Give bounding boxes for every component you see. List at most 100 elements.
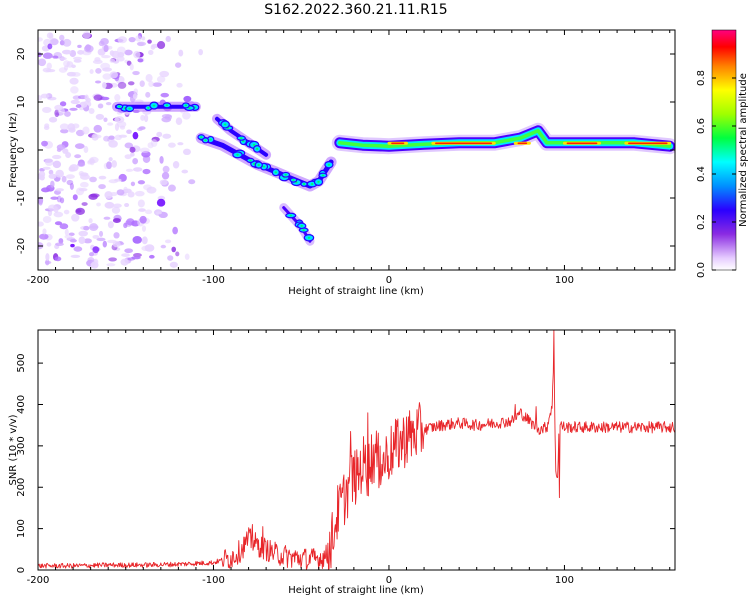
noise-point [145, 209, 153, 215]
snr-xtick-label: -200 [27, 575, 50, 586]
descending-main-blob-core [327, 163, 331, 166]
noise-point [83, 145, 89, 153]
noise-point [155, 211, 162, 215]
noise-point [124, 248, 133, 254]
noise-point [105, 101, 112, 106]
noise-point [87, 257, 95, 263]
snr-ylabel: SNR (10 * v/v) [8, 414, 19, 485]
noise-point [74, 154, 82, 159]
branch-10hz-blob-core [152, 104, 156, 107]
noise-point [148, 49, 154, 56]
noise-point [162, 133, 172, 139]
noise-point [150, 44, 156, 50]
noise-point [144, 114, 149, 123]
snr-xlabel: Height of straight line (km) [288, 585, 424, 596]
noise-point [101, 55, 111, 59]
noise-point [156, 131, 163, 138]
noise-point [182, 148, 191, 156]
noise-point [138, 208, 146, 212]
noise-point [124, 142, 134, 149]
descending-main-blob-core [204, 139, 207, 142]
noise-point [172, 226, 178, 235]
noise-point [125, 218, 135, 226]
noise-point [48, 169, 54, 175]
noise-point [39, 233, 49, 240]
noise-point [152, 82, 162, 87]
noise-point [108, 140, 118, 148]
descending-main-blob-core [209, 138, 212, 141]
snr-ytick-label: 100 [16, 519, 27, 538]
noise-point [103, 117, 108, 123]
noise-point [69, 182, 74, 190]
noise-point [95, 80, 102, 84]
noise-point [54, 109, 60, 118]
noise-point [104, 201, 115, 209]
snr-axes: -200 -100 0 100 0 100 200 300 400 500 [16, 330, 675, 586]
spectrogram-ylabel: Frequency (Hz) [8, 112, 19, 188]
spectrogram-xlabel: Height of straight line (km) [288, 286, 424, 297]
noise-point [92, 134, 102, 139]
noise-point [167, 142, 176, 148]
colorbar-label: Normalized spectral amplitude [738, 73, 749, 227]
noise-point [156, 41, 166, 49]
noise-point [112, 218, 121, 224]
noise-point [58, 238, 64, 244]
lower-branch-blob-core [289, 214, 292, 217]
noise-point [145, 74, 153, 82]
noise-point [46, 62, 52, 70]
noise-point [38, 221, 44, 227]
colorbar: 0.0 0.2 0.4 0.6 0.8 Normalized spectral ampl… [696, 29, 749, 278]
noise-point [150, 139, 158, 147]
noise-point [87, 159, 96, 164]
noise-point [108, 179, 119, 184]
descending-main-blob-core [249, 159, 252, 162]
noise-point [59, 57, 67, 61]
noise-point [164, 239, 172, 244]
noise-point [52, 160, 62, 169]
noise-point [100, 38, 109, 45]
noise-point [106, 263, 116, 267]
noise-point [56, 144, 66, 151]
noise-point [77, 162, 86, 167]
descending-main-blob-core [321, 174, 325, 177]
noise-point [85, 44, 92, 52]
noise-point [45, 253, 50, 261]
spectrogram-ytick-label: 10 [16, 96, 27, 109]
noise-point [42, 52, 53, 59]
noise-point [70, 243, 75, 248]
noise-point [39, 174, 45, 181]
noise-point [129, 146, 136, 153]
noise-point [95, 113, 105, 120]
noise-point [47, 43, 53, 50]
noise-point [79, 174, 90, 180]
noise-point [42, 166, 51, 170]
noise-point [121, 253, 130, 257]
noise-point [75, 129, 85, 137]
descending-main-blob-core [284, 173, 287, 176]
noise-point [184, 253, 190, 260]
noise-point [70, 86, 79, 94]
upper-descent-blob-core [239, 137, 243, 140]
noise-point [46, 32, 53, 39]
noise-point [135, 35, 142, 42]
spectrogram-heatmap [38, 31, 675, 269]
noise-point [63, 60, 70, 68]
noise-point [89, 176, 97, 183]
noise-point [137, 127, 143, 131]
noise-point [123, 222, 128, 229]
snr-ytick-label: 200 [16, 478, 27, 497]
noise-point [159, 179, 168, 186]
colorbar-tick-label: 0.8 [696, 70, 707, 86]
noise-point [103, 44, 109, 53]
noise-point [143, 184, 152, 191]
spectrogram-xtick-label: -200 [27, 275, 50, 286]
descending-main-blob-core [292, 179, 295, 182]
noise-point [51, 154, 62, 160]
descending-main-blob-core [200, 136, 203, 139]
noise-point [108, 157, 113, 162]
noise-point [156, 75, 166, 83]
noise-point [68, 127, 76, 133]
noise-point [140, 114, 145, 121]
colorbar-gradient [711, 29, 737, 271]
